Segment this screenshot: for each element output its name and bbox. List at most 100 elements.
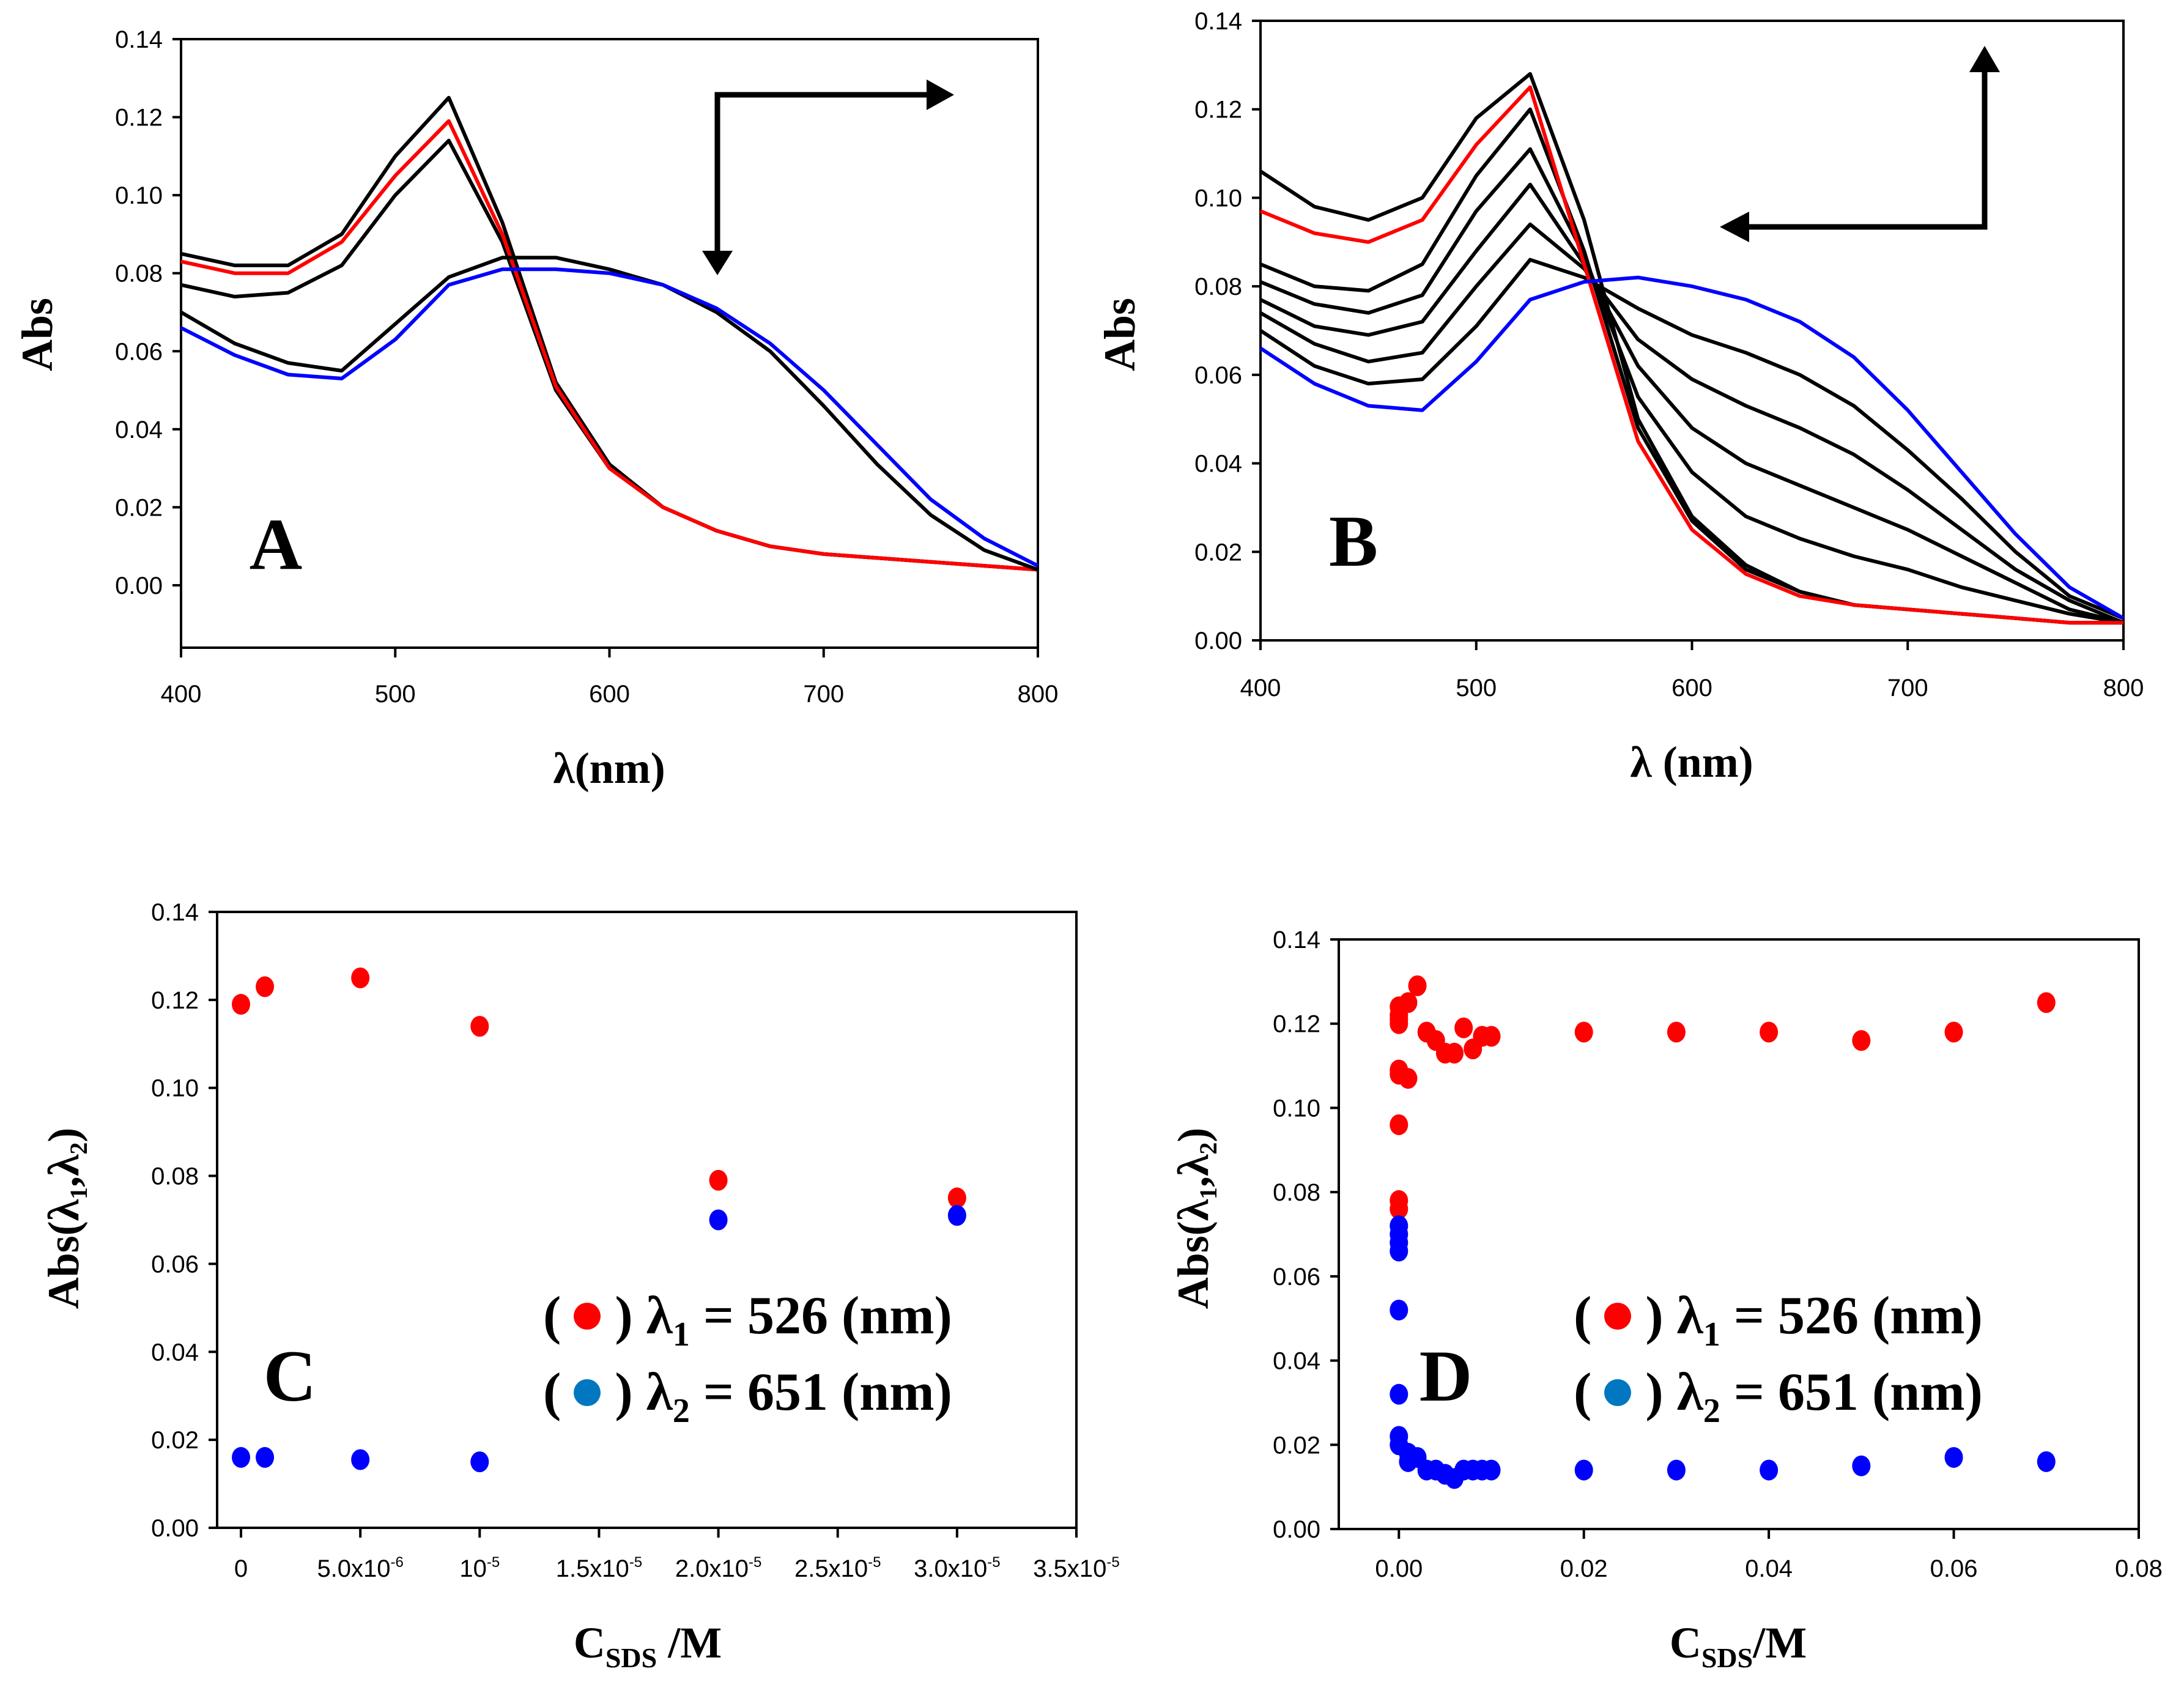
legend-marker-icon [574,1379,601,1406]
panel-label: D [1420,1335,1473,1416]
data-point [1408,975,1427,996]
y-tick-label: 0.12 [115,105,163,131]
y-tick-label: 0.14 [1194,8,1242,35]
y-tick-label: 0.12 [151,987,199,1014]
y-tick-label: 0.02 [1273,1432,1320,1459]
spectrum-line-black-early [1259,107,2123,625]
x-axis-label: CSDS /M [574,1618,722,1673]
y-tick-label: 0.02 [115,494,163,521]
y-tick-label: 0.04 [115,417,163,443]
panel-label: B [1329,500,1378,582]
spectrum-line-blue [180,267,1039,568]
legend-marker-icon [1604,1303,1631,1330]
x-tick-label: 0 [234,1555,248,1582]
y-tick-label: 0.10 [1194,185,1242,212]
arrowhead-up-icon [1969,46,2000,72]
y-tick-label: 0.14 [1273,927,1320,954]
data-point [1760,1021,1779,1043]
y-tick-label: 0.08 [1194,273,1242,300]
x-tick-label: 500 [1456,675,1497,702]
plot-frame [216,911,1078,1529]
y-tick-label: 0.04 [1273,1348,1320,1375]
data-point [1399,1068,1418,1089]
y-tick-label: 0.04 [1194,451,1242,478]
y-axis-label: Abs [1095,298,1144,371]
x-tick-label: 0.00 [1375,1555,1423,1582]
x-tick-label: 700 [1887,675,1928,702]
x-tick-label: 2.0x10-5 [675,1554,761,1582]
x-tick-label: 400 [161,681,202,708]
spectrum-line-black-3 [180,256,1039,572]
plot-frame [1338,938,2140,1530]
y-tick-label: 0.06 [115,338,163,365]
y-axis-label: Abs(λ1,λ2) [39,1128,92,1309]
x-tick-label: 600 [1671,675,1712,702]
data-point [2037,992,2056,1013]
y-tick-label: 0.10 [115,182,163,209]
data-point [351,1449,370,1470]
y-tick-label: 0.02 [151,1427,199,1454]
data-point [1390,1190,1408,1211]
y-tick-label: 0.00 [115,572,163,599]
data-point [256,1446,275,1468]
data-point [1667,1459,1686,1481]
y-tick-label: 0.10 [151,1075,199,1102]
x-tick-label: 3.5x10-5 [1033,1554,1119,1582]
panel-label: C [264,1335,317,1416]
data-point [1390,1299,1408,1320]
y-tick-label: 0.14 [115,26,163,53]
data-point [1574,1021,1593,1043]
data-point [947,1187,966,1209]
arrowhead-left-icon [1720,212,1749,242]
legend-marker-icon [574,1303,601,1330]
panel-label: A [250,503,303,585]
x-tick-label: 800 [2103,675,2144,702]
arrowhead-down-icon [702,251,733,275]
y-axis-label: Abs(λ1,λ2) [1169,1128,1222,1309]
x-tick-label: 10-5 [459,1554,500,1582]
panel-d: 0.00 0.02 0.04 0.06 0.08 0.10 0.12 0.14 0.00 0.02… [1169,927,2163,1673]
data-point [709,1169,728,1191]
data-point [1399,992,1418,1013]
x-tick-label: 0.06 [1930,1555,1978,1582]
y-tick-label: 0.14 [151,899,199,926]
data-point [1454,1017,1473,1039]
data-point [709,1209,728,1231]
x-axis-label: CSDS/M [1670,1618,1807,1673]
legend-entry: ( ) λ1 = 526 (nm) [543,1286,952,1353]
data-point [2037,1451,2056,1472]
data-point [1390,1114,1408,1135]
arrow-annotation-a [714,92,930,257]
spectrum-line-black-top [1259,72,2123,625]
y-tick-label: 0.12 [1273,1011,1320,1038]
y-tick-label: 0.00 [1273,1516,1320,1543]
data-point [232,994,251,1015]
x-axis-label: λ (nm) [1630,738,1753,787]
data-point [1390,1215,1408,1237]
data-point [1944,1021,1963,1043]
data-point [470,1016,489,1037]
y-tick-label: 0.06 [1273,1264,1320,1291]
y-tick-label: 0.12 [1194,97,1242,124]
panel-c: 0.00 0.02 0.04 0.06 0.08 0.10 0.12 0.14 0 5.0x10-… [39,899,1120,1673]
y-tick-label: 0.06 [151,1251,199,1278]
data-point [1852,1030,1871,1051]
legend-marker-icon [1604,1379,1631,1406]
x-tick-label: 400 [1240,675,1281,702]
data-point [1390,1383,1408,1405]
y-tick-label: 0.06 [1194,362,1242,389]
data-point [256,976,275,998]
x-tick-label: 600 [589,681,630,708]
y-tick-label: 0.04 [151,1339,199,1366]
data-point [1760,1459,1779,1481]
spectrum-line-black-2 [180,138,1038,572]
x-tick-label: 2.5x10-5 [794,1554,881,1582]
spectrum-line-black-1 [180,95,1038,572]
y-tick-label: 0.08 [151,1163,199,1190]
x-axis-label: λ(nm) [553,744,665,793]
data-point [1574,1459,1593,1481]
data-point [232,1446,251,1468]
y-tick-label: 0.02 [1194,539,1242,566]
data-point [1445,1042,1464,1064]
